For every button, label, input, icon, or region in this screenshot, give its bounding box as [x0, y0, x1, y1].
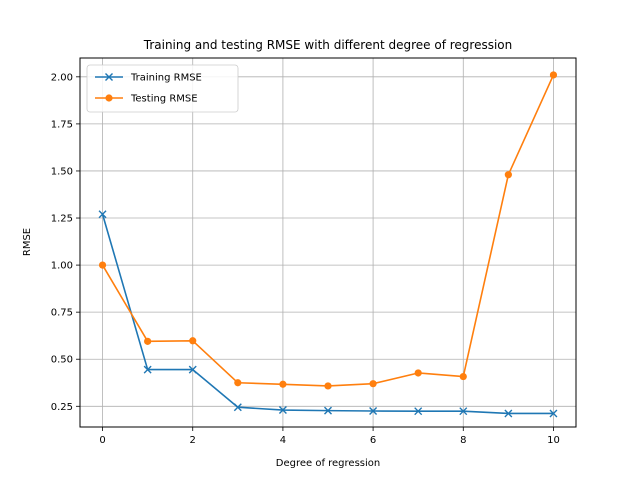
- marker-stroke: [369, 407, 378, 415]
- plot-frame: [79, 57, 577, 428]
- plot-area: [80, 58, 576, 427]
- x-axis-title: Degree of regression: [276, 458, 380, 469]
- chart-title: Training and testing RMSE with different…: [143, 38, 512, 52]
- training-rmse-point: [504, 409, 513, 418]
- training-rmse-point: [188, 365, 197, 374]
- marker-stroke: [414, 407, 423, 416]
- series-layer: [98, 71, 558, 418]
- y-tick-label: 0.25: [51, 402, 73, 413]
- testing-rmse-point: [414, 369, 422, 377]
- legend: Training RMSE Testing RMSE: [86, 64, 239, 113]
- x-tick-label: 2: [190, 435, 196, 446]
- testing-rmse-point: [144, 337, 152, 345]
- x-tick-label: 4: [280, 435, 286, 446]
- y-tick-label: 1.00: [51, 261, 73, 272]
- testing-rmse-point: [324, 382, 332, 390]
- marker-stroke: [233, 403, 242, 412]
- legend-entry: Testing RMSE: [95, 94, 198, 105]
- legend-label: Training RMSE: [130, 73, 202, 84]
- testing-rmse-point: [369, 380, 377, 388]
- legend-box: [86, 64, 239, 113]
- testing-rmse-point: [504, 171, 512, 179]
- y-tick-label: 0.75: [51, 308, 73, 319]
- marker-stroke: [188, 365, 197, 374]
- legend-swatch-marker: [105, 94, 113, 102]
- training-rmse-point: [369, 407, 378, 415]
- testing-rmse-series: [98, 71, 558, 390]
- testing-rmse-point: [234, 379, 242, 387]
- training-rmse-point: [98, 210, 107, 219]
- testing-rmse-point: [459, 372, 467, 381]
- marker-stroke: [504, 409, 513, 418]
- x-tick-label: 0: [99, 435, 105, 446]
- y-tick-label: 1.75: [51, 119, 73, 130]
- training-rmse-point: [414, 407, 423, 416]
- marker-stroke: [324, 406, 332, 415]
- training-rmse-series: [98, 210, 558, 418]
- training-rmse-point: [278, 406, 287, 415]
- testing-rmse-point: [279, 380, 287, 388]
- ticks: 0 2 4 6 8 10 0.25 0.50 0.75 1.00 1.25 1.50 1.75 2.00: [51, 72, 560, 446]
- x-tick-label: 10: [547, 435, 560, 446]
- marker-stroke: [549, 409, 558, 418]
- marker-stroke: [98, 210, 107, 219]
- testing-rmse-point: [98, 261, 107, 269]
- y-tick-label: 1.50: [51, 166, 73, 177]
- marker-stroke: [105, 73, 113, 81]
- legend-label: Testing RMSE: [130, 94, 198, 105]
- legend-entry: Training RMSE: [95, 73, 202, 84]
- training-rmse-point: [549, 409, 558, 418]
- y-axis-title: RMSE: [22, 228, 33, 256]
- marker-stroke: [278, 406, 287, 415]
- training-rmse-point: [143, 365, 152, 374]
- y-tick-label: 2.00: [51, 72, 73, 83]
- training-rmse-point: [324, 406, 332, 415]
- y-tick-label: 1.25: [51, 214, 73, 225]
- grid: [80, 58, 576, 427]
- testing-rmse-point: [549, 71, 558, 79]
- testing-rmse-point: [189, 337, 197, 345]
- x-tick-label: 6: [370, 435, 376, 446]
- legend-swatch-marker: [105, 73, 113, 81]
- marker-stroke: [143, 365, 152, 374]
- training-rmse-point: [459, 407, 468, 416]
- y-tick-label: 0.50: [51, 355, 73, 366]
- training-rmse-point: [233, 403, 242, 412]
- x-tick-label: 8: [460, 435, 466, 446]
- marker-stroke: [459, 407, 468, 416]
